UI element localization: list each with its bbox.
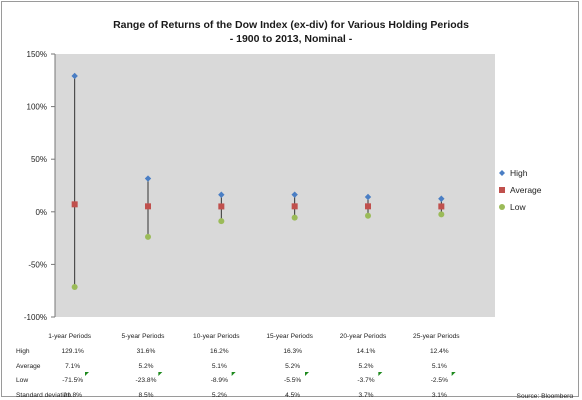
cell-flag xyxy=(85,372,89,376)
cell-flag xyxy=(231,372,236,376)
category-label: 1-year Periods xyxy=(48,333,92,340)
table-cell: -5.5% xyxy=(284,377,301,384)
category-label: 15-year Periods xyxy=(266,333,313,340)
low-point xyxy=(145,233,151,240)
average-point xyxy=(71,201,78,208)
y-tick-label: 0% xyxy=(35,208,47,217)
low-point xyxy=(218,218,225,225)
table-cell: 3.1% xyxy=(432,392,447,398)
legend-high-marker xyxy=(499,170,505,176)
table-row-label: Standard deviation xyxy=(16,392,71,398)
table-cell: 5.2% xyxy=(358,363,373,370)
average-point xyxy=(365,203,371,210)
legend-average-label: Average xyxy=(510,185,542,195)
table-cell: 8.5% xyxy=(138,392,153,398)
high-point xyxy=(71,72,78,80)
chart-title-line1: Range of Returns of the Dow Index (ex-di… xyxy=(113,19,469,31)
chart-title: Range of Returns of the Dow Index (ex-di… xyxy=(2,18,580,46)
y-tick-label: 50% xyxy=(31,155,47,164)
y-tick-label: -50% xyxy=(28,260,47,269)
table-cell: 5.2% xyxy=(212,392,227,398)
table-cell: 14.1% xyxy=(357,348,376,355)
y-tick-label: -100% xyxy=(24,313,47,322)
category-label: 5-year Periods xyxy=(122,333,166,340)
average-point xyxy=(145,203,151,210)
table-cell: 16.3% xyxy=(283,348,302,355)
y-tick-label: 150% xyxy=(27,50,47,59)
cell-flag xyxy=(378,372,383,376)
table-cell: 5.2% xyxy=(285,363,300,370)
low-point xyxy=(438,211,445,218)
table-cell: 5.1% xyxy=(432,363,447,370)
legend-low-label: Low xyxy=(510,202,526,212)
high-point xyxy=(144,175,152,182)
table-row-label: Average xyxy=(16,363,41,370)
high-point xyxy=(438,195,445,202)
cell-flag xyxy=(158,372,163,376)
table-cell: 21.8% xyxy=(63,392,82,398)
table-cell: -8.9% xyxy=(211,377,228,384)
table-cell: 4.5% xyxy=(285,392,300,398)
table-cell: 7.1% xyxy=(65,363,80,370)
low-point xyxy=(71,284,78,291)
y-tick-label: 100% xyxy=(27,103,47,112)
cell-flag xyxy=(451,372,456,376)
table-cell: -23.8% xyxy=(136,377,157,384)
average-point xyxy=(218,203,225,210)
table-cell: 16.2% xyxy=(210,348,229,355)
table-row-label: High xyxy=(16,348,30,355)
category-label: 10-year Periods xyxy=(193,333,240,340)
plot-area xyxy=(55,54,495,317)
legend-low-marker xyxy=(499,204,505,210)
high-point xyxy=(291,191,298,198)
table-cell: 3.7% xyxy=(358,392,373,398)
low-point xyxy=(365,212,371,219)
chart-title-line2: - 1900 to 2013, Nominal - xyxy=(229,33,353,45)
high-point xyxy=(218,191,225,198)
cell-flag xyxy=(305,372,309,376)
table-cell: -2.5% xyxy=(431,377,448,384)
table-cell: -3.7% xyxy=(357,377,374,384)
legend-high-label: High xyxy=(510,168,528,178)
category-label: 20-year Periods xyxy=(340,333,387,340)
low-point xyxy=(291,214,298,221)
category-label: 25-year Periods xyxy=(413,333,460,340)
table-cell: 31.6% xyxy=(137,348,156,355)
average-point xyxy=(291,203,298,210)
table-cell: 5.1% xyxy=(212,363,227,370)
table-cell: 5.2% xyxy=(138,363,153,370)
average-point xyxy=(438,203,445,210)
source-note: Source: Bloomberg xyxy=(517,393,574,398)
high-point xyxy=(364,193,372,201)
table-row-label: Low xyxy=(16,377,28,384)
table-cell: 12.4% xyxy=(430,348,449,355)
table-cell: -71.5% xyxy=(62,377,83,384)
table-cell: 129.1% xyxy=(61,348,84,355)
legend-average-marker xyxy=(499,187,505,193)
